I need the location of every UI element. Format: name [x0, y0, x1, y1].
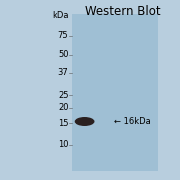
Text: 75: 75 — [58, 31, 68, 40]
Text: 10: 10 — [58, 140, 68, 149]
Text: 37: 37 — [58, 68, 68, 77]
Text: 25: 25 — [58, 91, 68, 100]
Text: 15: 15 — [58, 119, 68, 128]
Ellipse shape — [75, 117, 95, 126]
Text: kDa: kDa — [52, 11, 68, 20]
Text: 50: 50 — [58, 50, 68, 59]
Text: Western Blot: Western Blot — [85, 5, 160, 18]
Text: ← 16kDa: ← 16kDa — [114, 117, 151, 126]
Bar — [72, 14, 158, 171]
Text: 20: 20 — [58, 103, 68, 112]
